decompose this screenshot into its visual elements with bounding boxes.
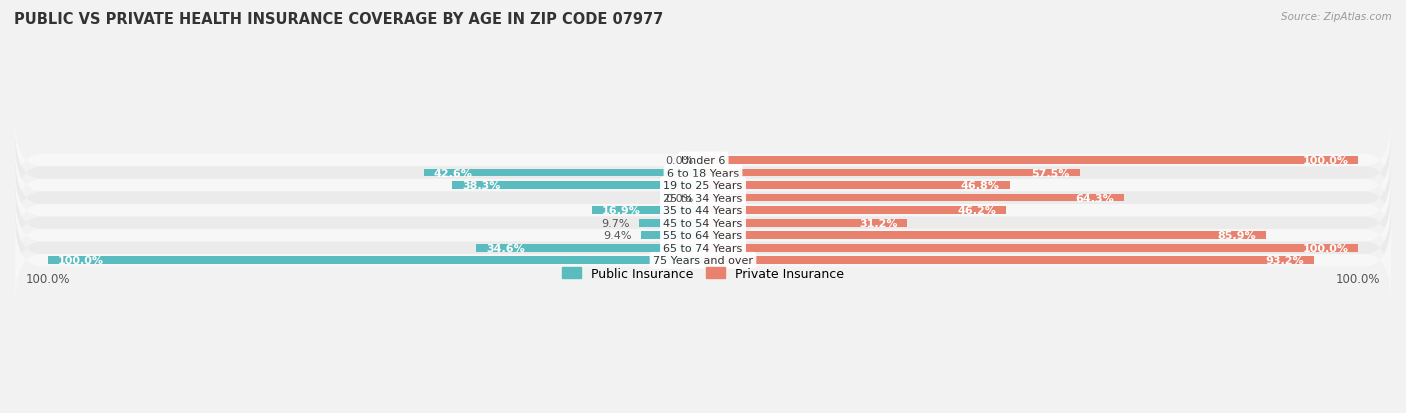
Legend: Public Insurance, Private Insurance: Public Insurance, Private Insurance <box>557 263 849 285</box>
Text: 55 to 64 Years: 55 to 64 Years <box>664 230 742 241</box>
Text: Source: ZipAtlas.com: Source: ZipAtlas.com <box>1281 12 1392 22</box>
Text: 46.8%: 46.8% <box>960 180 1000 191</box>
Text: Under 6: Under 6 <box>681 156 725 166</box>
Text: PUBLIC VS PRIVATE HEALTH INSURANCE COVERAGE BY AGE IN ZIP CODE 07977: PUBLIC VS PRIVATE HEALTH INSURANCE COVER… <box>14 12 664 27</box>
Text: 16.9%: 16.9% <box>602 206 641 216</box>
FancyBboxPatch shape <box>15 217 1391 304</box>
Bar <box>703 232 1265 240</box>
Text: 46.2%: 46.2% <box>957 206 995 216</box>
Text: 45 to 54 Years: 45 to 54 Years <box>664 218 742 228</box>
Bar <box>693 157 703 164</box>
Bar <box>703 157 1358 164</box>
Bar <box>703 244 1358 252</box>
Text: 31.2%: 31.2% <box>859 218 897 228</box>
Text: 100.0%: 100.0% <box>58 256 104 266</box>
FancyBboxPatch shape <box>15 179 1391 267</box>
Text: 19 to 25 Years: 19 to 25 Years <box>664 180 742 191</box>
FancyBboxPatch shape <box>15 167 1391 254</box>
Text: 93.2%: 93.2% <box>1265 256 1303 266</box>
Bar <box>592 207 703 214</box>
Text: 64.3%: 64.3% <box>1076 193 1115 203</box>
Text: 0.0%: 0.0% <box>665 156 693 166</box>
Text: 57.5%: 57.5% <box>1032 168 1070 178</box>
Text: 35 to 44 Years: 35 to 44 Years <box>664 206 742 216</box>
Bar <box>703 207 1005 214</box>
Text: 9.4%: 9.4% <box>603 230 631 241</box>
Bar <box>703 182 1010 190</box>
Text: 100.0%: 100.0% <box>1302 243 1348 253</box>
Bar <box>703 257 1313 264</box>
Bar <box>693 194 703 202</box>
Text: 85.9%: 85.9% <box>1218 230 1256 241</box>
FancyBboxPatch shape <box>15 142 1391 230</box>
Text: 100.0%: 100.0% <box>1302 156 1348 166</box>
Text: 9.7%: 9.7% <box>602 218 630 228</box>
Text: 25 to 34 Years: 25 to 34 Years <box>664 193 742 203</box>
FancyBboxPatch shape <box>15 117 1391 204</box>
FancyBboxPatch shape <box>15 204 1391 292</box>
Text: 42.6%: 42.6% <box>433 168 472 178</box>
Bar <box>703 169 1080 177</box>
Bar <box>48 257 703 264</box>
Bar <box>641 232 703 240</box>
Bar <box>453 182 703 190</box>
Bar <box>423 169 703 177</box>
Text: 65 to 74 Years: 65 to 74 Years <box>664 243 742 253</box>
Bar <box>640 219 703 227</box>
Text: 6 to 18 Years: 6 to 18 Years <box>666 168 740 178</box>
Text: 0.0%: 0.0% <box>665 193 693 203</box>
FancyBboxPatch shape <box>15 192 1391 280</box>
Text: 38.3%: 38.3% <box>463 180 501 191</box>
Text: 34.6%: 34.6% <box>486 243 524 253</box>
Bar <box>703 194 1125 202</box>
FancyBboxPatch shape <box>15 129 1391 217</box>
FancyBboxPatch shape <box>15 154 1391 242</box>
Bar <box>477 244 703 252</box>
Bar <box>703 219 907 227</box>
Text: 75 Years and over: 75 Years and over <box>652 256 754 266</box>
